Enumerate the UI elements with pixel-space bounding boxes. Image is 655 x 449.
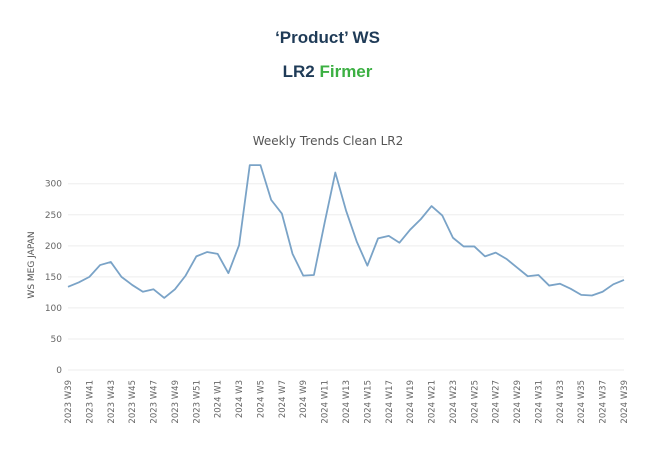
x-axis: 2023 W39 2023 W41 2023 W43 2023 W45 2023 W47… [64,380,630,424]
x-tick-label: 2024 W3 [235,380,245,418]
x-tick-label: 2023 W51 [192,380,202,424]
data-point [418,217,423,222]
y-tick-label: 100 [45,304,62,314]
x-tick-label: 2023 W43 [107,380,117,424]
data-point [66,284,71,289]
data-point [557,281,562,286]
data-point [279,211,284,216]
y-axis: 0 50 100 150 200 250 300 [45,180,62,376]
x-tick-label: 2024 W37 [599,380,609,424]
data-point [322,220,327,225]
data-point [365,263,370,268]
data-point [172,287,177,292]
data-point [333,170,338,175]
data-point [450,235,455,240]
vessel-class-label: LR2 [282,62,315,81]
y-tick-label: 0 [56,366,62,376]
data-point [87,274,92,279]
y-tick-label: 200 [45,242,62,252]
data-point [472,244,477,249]
data-point [611,282,616,287]
x-tick-label: 2024 W27 [492,380,502,424]
data-point [237,243,242,248]
data-point [504,256,509,261]
data-point [226,271,231,276]
data-point [311,273,316,278]
x-tick-label: 2024 W13 [342,380,352,424]
data-point [205,250,210,255]
x-tick-label: 2024 W21 [428,380,438,424]
data-point [269,197,274,202]
market-status-label: Firmer [319,62,373,81]
data-point [397,240,402,245]
x-tick-label: 2024 W31 [534,380,544,424]
data-point [483,254,488,259]
data-point [515,265,520,270]
data-point [258,163,263,168]
data-point [536,273,541,278]
data-point [461,244,466,249]
series-line [67,164,625,299]
x-tick-label: 2024 W15 [363,380,373,424]
x-tick-label: 2024 W23 [449,380,459,424]
y-axis-label: WS MEG JAPAN [27,231,37,298]
data-point [354,239,359,244]
data-point [408,227,413,232]
data-point [568,286,573,291]
x-tick-label: 2024 W33 [556,380,566,424]
x-tick-label: 2023 W47 [150,380,160,424]
data-point [247,163,252,168]
x-tick-label: 2024 W25 [470,380,480,424]
y-tick-label: 150 [45,273,62,283]
data-point [215,251,220,256]
data-point [386,233,391,238]
page-subtitle: LR2 Firmer [0,62,655,82]
chart-title: Weekly Trends Clean LR2 [253,134,404,148]
grid-lines [68,183,624,371]
data-point [589,293,594,298]
x-tick-label: 2023 W41 [85,380,95,424]
y-tick-label: 300 [45,180,62,190]
data-point [376,236,381,241]
data-point [108,259,113,264]
data-point [162,295,167,300]
x-tick-label: 2024 W39 [620,380,630,424]
y-tick-label: 50 [51,335,63,345]
data-point [493,250,498,255]
data-point [547,283,552,288]
data-point [579,292,584,297]
data-point [525,274,530,279]
data-point [119,274,124,279]
data-point [130,282,135,287]
data-point [183,273,188,278]
data-point [290,251,295,256]
x-tick-label: 2024 W29 [513,380,523,424]
data-point [440,213,445,218]
data-point [194,254,199,259]
data-point [76,280,81,285]
data-point [301,273,306,278]
y-tick-label: 250 [45,211,62,221]
x-tick-label: 2024 W19 [406,380,416,424]
data-point [622,277,627,282]
x-tick-label: 2024 W5 [256,380,266,418]
data-point [600,289,605,294]
x-tick-label: 2023 W45 [128,380,138,424]
x-tick-label: 2024 W11 [321,380,331,424]
x-tick-label: 2024 W1 [214,380,224,418]
data-point [98,263,103,268]
data-point [151,287,156,292]
x-tick-label: 2023 W39 [64,380,74,424]
data-point [140,289,145,294]
data-point [344,208,349,213]
page-title: ‘Product’ WS [275,28,380,47]
data-point [429,204,434,209]
x-tick-label: 2024 W9 [299,380,309,418]
x-tick-label: 2024 W17 [385,380,395,424]
x-tick-label: 2024 W35 [577,380,587,424]
x-tick-label: 2023 W49 [171,380,181,424]
x-tick-label: 2024 W7 [278,380,288,418]
